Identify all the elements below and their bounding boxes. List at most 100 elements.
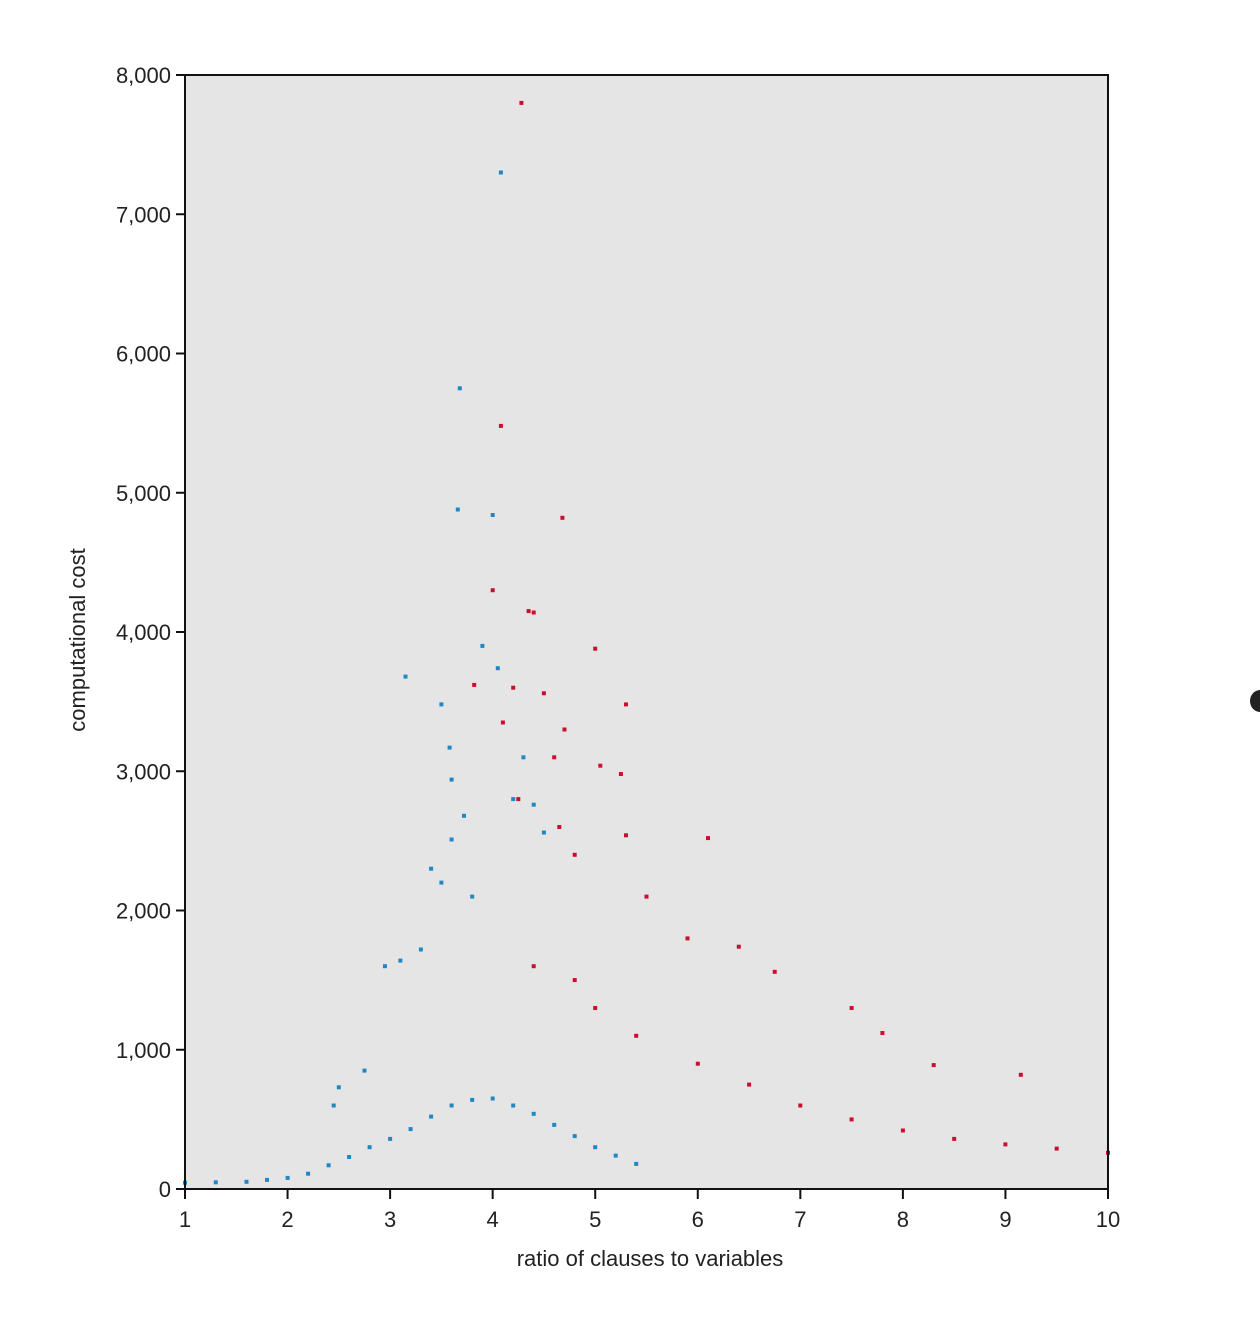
point-s0-19: [541, 830, 546, 835]
point-s0-45: [613, 1153, 618, 1158]
point-s0-42: [552, 1122, 557, 1127]
x-tick-label-2: 3: [384, 1207, 396, 1232]
y-tick-label-4: 4,000: [116, 620, 171, 645]
y-axis: 0 1,000 2,000 3,000 4,000 5,000 6,000 7,000 8,00…: [116, 63, 185, 1202]
point-s1-10: [541, 691, 546, 696]
point-s0-32: [347, 1155, 352, 1159]
x-tick-label-6: 7: [794, 1207, 806, 1232]
point-s0-23: [470, 894, 475, 899]
point-s1-12: [562, 727, 567, 732]
point-s0-36: [429, 1114, 434, 1119]
y-tick-label-3: 3,000: [116, 759, 171, 784]
x-tick-label-0: 1: [179, 1207, 191, 1232]
x-tick-label-4: 5: [589, 1207, 601, 1232]
point-s1-36: [849, 1117, 854, 1122]
point-s1-28: [685, 936, 690, 941]
point-s1-25: [1018, 1072, 1023, 1077]
point-s0-33: [367, 1145, 372, 1150]
point-s0-10: [429, 866, 434, 871]
point-s1-11: [500, 720, 505, 725]
point-s0-41: [531, 1111, 536, 1116]
point-s0-13: [383, 964, 387, 969]
point-s1-35: [798, 1103, 803, 1108]
point-s0-24: [511, 797, 516, 802]
point-s0-8: [462, 813, 466, 818]
point-s1-18: [706, 836, 710, 841]
x-tick-label-8: 9: [999, 1207, 1011, 1232]
point-s0-46: [634, 1161, 639, 1166]
point-s0-3: [490, 513, 495, 517]
point-s0-21: [331, 1103, 336, 1108]
point-s0-27: [244, 1179, 249, 1184]
point-s1-17: [557, 825, 562, 829]
point-s1-6: [593, 646, 598, 651]
x-tick-label-9: 10: [1096, 1207, 1120, 1232]
y-tick-label-6: 6,000: [116, 342, 171, 367]
point-s0-16: [495, 666, 500, 671]
point-s0-4: [403, 674, 408, 679]
point-s0-2: [455, 507, 460, 512]
point-s0-35: [408, 1127, 413, 1132]
point-s1-32: [634, 1033, 639, 1038]
point-s1-19: [624, 833, 628, 838]
point-s0-38: [470, 1097, 475, 1102]
x-tick-label-3: 4: [487, 1207, 499, 1232]
point-s0-31: [326, 1163, 331, 1168]
x-axis: 1 2 3 4 5 6 7 8 9 10: [179, 1189, 1120, 1232]
point-s0-1: [457, 386, 462, 391]
point-s1-31: [593, 1006, 598, 1010]
point-s0-30: [306, 1171, 311, 1176]
point-s1-22: [849, 1006, 854, 1010]
point-s0-14: [398, 958, 403, 963]
point-s1-7: [624, 702, 628, 707]
point-s0-5: [439, 702, 444, 707]
point-s1-13: [552, 755, 557, 760]
y-tick-label-1: 1,000: [116, 1038, 171, 1063]
point-s0-34: [388, 1136, 393, 1141]
point-s0-40: [511, 1103, 516, 1108]
point-s0-43: [572, 1134, 577, 1139]
point-s1-27: [644, 894, 649, 899]
point-s0-0: [498, 170, 503, 175]
point-s0-11: [439, 880, 444, 885]
point-s1-21: [772, 969, 777, 974]
point-s1-26: [572, 852, 577, 857]
point-s0-39: [490, 1096, 495, 1101]
point-s0-44: [593, 1145, 598, 1150]
point-s1-39: [1003, 1142, 1008, 1147]
point-s1-30: [572, 978, 577, 983]
x-tick-label-7: 8: [897, 1207, 909, 1232]
point-s0-6: [447, 745, 452, 750]
point-s0-28: [265, 1177, 269, 1182]
point-s0-7: [449, 777, 454, 782]
x-tick-label-1: 2: [281, 1207, 293, 1232]
y-tick-label-5: 5,000: [116, 481, 171, 506]
point-s1-2: [560, 515, 565, 520]
point-s1-40: [1054, 1146, 1059, 1151]
point-s1-23: [880, 1031, 885, 1035]
y-tick-label-2: 2,000: [116, 899, 171, 924]
point-s0-18: [531, 802, 536, 807]
point-s1-34: [747, 1082, 752, 1087]
point-s1-0: [519, 100, 524, 105]
point-s1-29: [531, 964, 536, 969]
point-s1-4: [526, 609, 531, 614]
y-tick-label-7: 7,000: [116, 202, 171, 227]
point-s1-33: [695, 1061, 700, 1066]
point-s0-9: [449, 837, 454, 842]
edge-glyph: [1250, 690, 1260, 712]
point-s0-20: [336, 1085, 341, 1090]
point-s0-12: [418, 947, 423, 952]
y-tick-label-0: 0: [159, 1177, 171, 1202]
point-s1-9: [511, 685, 516, 690]
y-axis-title: computational cost: [65, 548, 90, 731]
point-s0-29: [285, 1175, 290, 1180]
plot-background: [185, 75, 1108, 1189]
point-s1-16: [516, 797, 521, 802]
point-s1-15: [618, 772, 623, 776]
point-s0-15: [480, 643, 485, 648]
point-s1-5: [531, 610, 536, 615]
point-s1-1: [498, 423, 503, 428]
y-tick-label-8: 8,000: [116, 63, 171, 88]
